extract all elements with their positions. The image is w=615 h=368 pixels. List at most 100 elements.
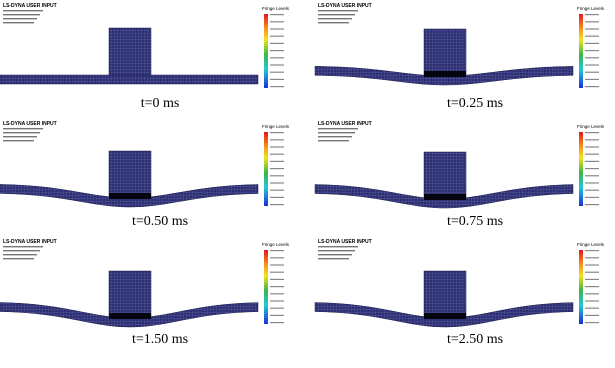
legend-tick bbox=[585, 86, 599, 88]
contact-zone bbox=[424, 71, 466, 77]
legend-tick bbox=[270, 286, 284, 288]
contact-zone bbox=[109, 193, 151, 199]
legend-tick bbox=[270, 14, 284, 16]
caption: t=0 ms bbox=[141, 96, 180, 111]
plate bbox=[314, 66, 574, 86]
info-line bbox=[3, 258, 34, 260]
legend-tick bbox=[585, 300, 599, 302]
color-bar bbox=[579, 250, 583, 324]
legend-title: Fringe Levels bbox=[577, 6, 605, 11]
legend-tick bbox=[270, 153, 284, 155]
legend-tick bbox=[270, 146, 284, 148]
info-line bbox=[3, 10, 43, 12]
legend-tick bbox=[585, 286, 599, 288]
legend-tick bbox=[585, 139, 599, 141]
legend-tick bbox=[585, 42, 599, 44]
legend-tick bbox=[270, 250, 284, 252]
legend-tick bbox=[270, 64, 284, 66]
legend-tick bbox=[585, 307, 599, 309]
legend-tick bbox=[585, 71, 599, 73]
legend-tick bbox=[270, 78, 284, 80]
panel: LS-DYNA USER INPUT Fringe Levels t=0.75 ms bbox=[314, 121, 605, 229]
info-line bbox=[3, 14, 40, 16]
panel: LS-DYNA USER INPUT Fringe Levels t=1.50 ms bbox=[0, 239, 290, 347]
legend-tick bbox=[270, 314, 284, 316]
plate bbox=[314, 184, 574, 209]
legend-tick bbox=[585, 153, 599, 155]
legend-title: Fringe Levels bbox=[577, 242, 605, 247]
legend-tick bbox=[585, 28, 599, 30]
panel-header: LS-DYNA USER INPUT bbox=[3, 121, 57, 127]
info-line bbox=[318, 18, 352, 20]
info-line bbox=[3, 250, 40, 252]
legend-tick bbox=[585, 64, 599, 66]
color-bar bbox=[579, 132, 583, 206]
legend-tick bbox=[270, 189, 284, 191]
legend-tick bbox=[585, 146, 599, 148]
caption: t=0.25 ms bbox=[447, 96, 503, 111]
info-line bbox=[318, 14, 355, 16]
panel-header: LS-DYNA USER INPUT bbox=[318, 121, 372, 127]
legend-title: Fringe Levels bbox=[262, 6, 290, 11]
color-bar bbox=[579, 14, 583, 88]
plate bbox=[314, 302, 574, 328]
panel-header: LS-DYNA USER INPUT bbox=[3, 239, 57, 245]
panel: LS-DYNA USER INPUT Fringe Levels t=2.50 ms bbox=[314, 239, 605, 347]
color-bar bbox=[264, 250, 268, 324]
panel-header: LS-DYNA USER INPUT bbox=[3, 3, 57, 9]
info-line bbox=[3, 136, 37, 138]
legend-tick bbox=[585, 250, 599, 252]
legend-tick bbox=[270, 182, 284, 184]
legend-title: Fringe Levels bbox=[262, 242, 290, 247]
info-line bbox=[318, 254, 352, 256]
legend-tick bbox=[270, 21, 284, 23]
info-line bbox=[3, 246, 43, 248]
legend-tick bbox=[270, 57, 284, 59]
legend-tick bbox=[585, 322, 599, 324]
legend-tick bbox=[270, 28, 284, 30]
legend-tick bbox=[270, 71, 284, 73]
info-line bbox=[3, 254, 37, 256]
impactor bbox=[423, 151, 467, 200]
caption: t=1.50 ms bbox=[132, 332, 188, 347]
contact-zone bbox=[109, 313, 151, 319]
panel: LS-DYNA USER INPUT Fringe Levels t=0.50 ms bbox=[0, 121, 290, 229]
contact-zone bbox=[424, 313, 466, 319]
impactor bbox=[423, 28, 467, 77]
color-bar bbox=[264, 132, 268, 206]
info-line bbox=[318, 22, 349, 24]
legend-tick bbox=[585, 50, 599, 52]
impactor bbox=[108, 27, 152, 76]
impactor bbox=[108, 270, 152, 319]
legend-tick bbox=[585, 189, 599, 191]
plate bbox=[0, 184, 259, 208]
info-line bbox=[3, 132, 40, 134]
legend-tick bbox=[585, 175, 599, 177]
info-line bbox=[3, 22, 34, 24]
legend-tick bbox=[585, 132, 599, 134]
legend-tick bbox=[270, 86, 284, 88]
info-line bbox=[3, 140, 34, 142]
caption: t=0.75 ms bbox=[447, 214, 503, 229]
legend-tick bbox=[270, 42, 284, 44]
info-line bbox=[318, 136, 352, 138]
info-line bbox=[318, 246, 358, 248]
legend-tick bbox=[585, 196, 599, 198]
legend-tick bbox=[585, 21, 599, 23]
legend-tick bbox=[585, 78, 599, 80]
legend-tick bbox=[585, 160, 599, 162]
legend-tick bbox=[585, 204, 599, 206]
legend-title: Fringe Levels bbox=[577, 124, 605, 129]
legend-tick bbox=[585, 57, 599, 59]
legend-tick bbox=[585, 35, 599, 37]
legend-tick bbox=[585, 168, 599, 170]
info-line bbox=[318, 132, 355, 134]
info-line bbox=[318, 128, 358, 130]
info-line bbox=[318, 250, 355, 252]
contact-zone bbox=[424, 194, 466, 200]
legend-tick bbox=[270, 264, 284, 266]
legend-title: Fringe Levels bbox=[262, 124, 290, 129]
legend-tick bbox=[585, 314, 599, 316]
impactor bbox=[108, 150, 152, 199]
